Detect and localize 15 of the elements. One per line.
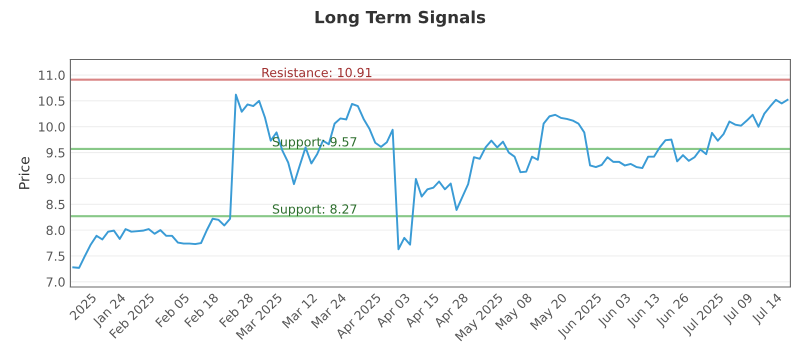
chart-title: Long Term Signals bbox=[316, 10, 486, 27]
line-series bbox=[72, 94, 788, 269]
ref-line-label: Resistance: 10.91 bbox=[262, 68, 372, 78]
ref-line-label: Support: 8.27 bbox=[272, 204, 356, 216]
y-tick-label: 10.5 bbox=[39, 96, 64, 106]
y-tick-label: 9.0 bbox=[46, 174, 65, 184]
x-tick-label: Jul 14 bbox=[750, 292, 784, 326]
y-tick-label: 10.0 bbox=[39, 122, 65, 132]
y-tick-label: 8.0 bbox=[46, 226, 65, 236]
y-tick-label: 7.0 bbox=[46, 277, 65, 287]
y-tick-label: 7.5 bbox=[46, 252, 64, 261]
y-axis-title: Price bbox=[18, 157, 30, 189]
y-tick-label: 9.5 bbox=[46, 148, 64, 158]
y-tick-label: 11.0 bbox=[39, 70, 65, 80]
y-tick-label: 8.5 bbox=[46, 200, 64, 210]
